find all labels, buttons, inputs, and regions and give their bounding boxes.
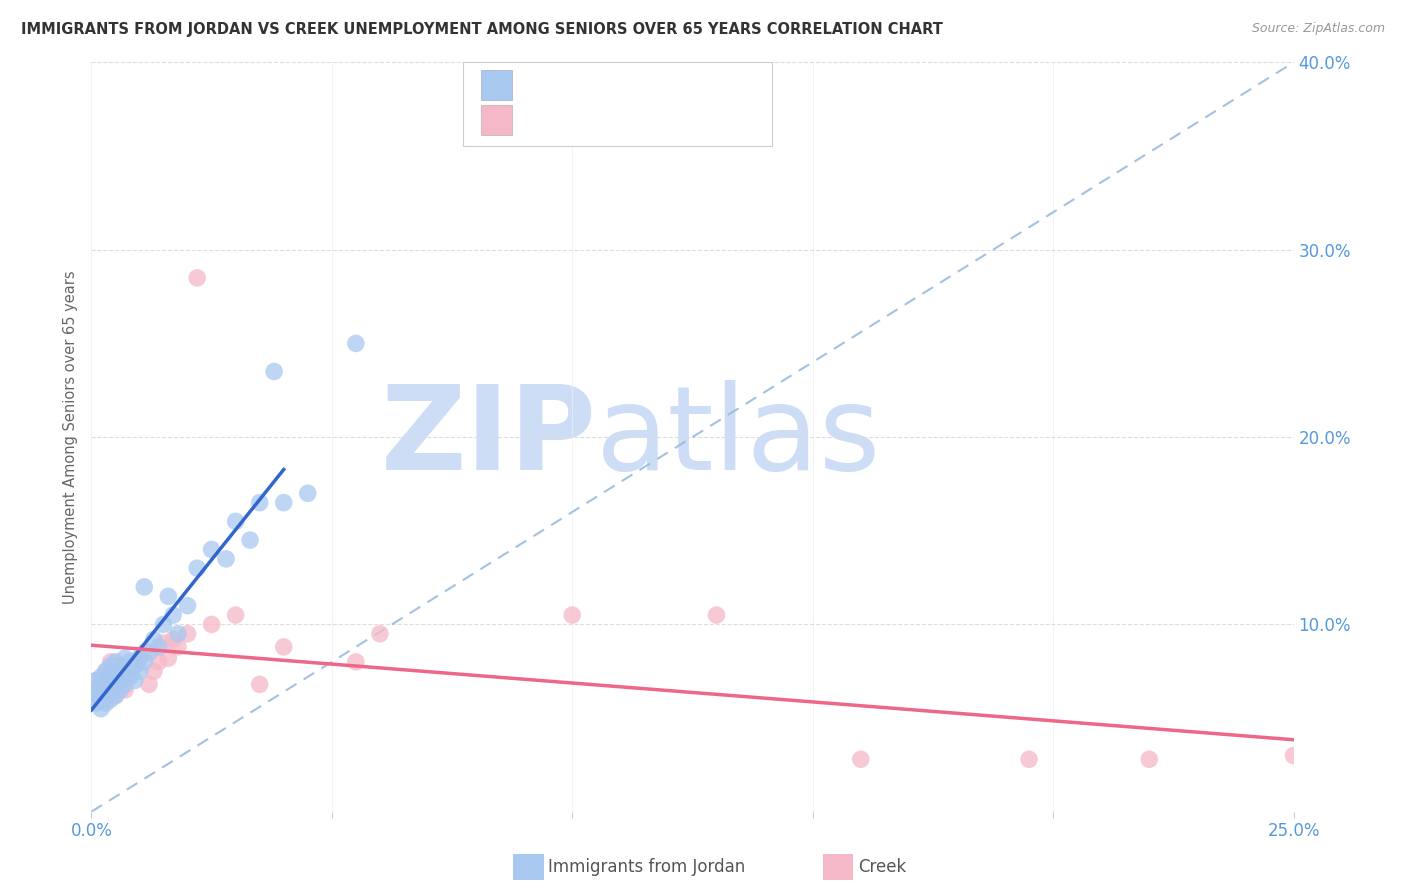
Point [142, 632, 165, 647]
Point [162, 632, 184, 647]
Point [90, 701, 112, 715]
Point [100, 670, 122, 684]
Point [128, 651, 150, 665]
Point [162, 608, 184, 623]
Point [152, 636, 174, 650]
Point [118, 655, 141, 669]
Point [148, 655, 170, 669]
Point [561, 608, 583, 623]
Point [94, 696, 117, 710]
Point [104, 689, 127, 703]
Text: IMMIGRANTS FROM JORDAN VS CREEK UNEMPLOYMENT AMONG SENIORS OVER 65 YEARS CORRELA: IMMIGRANTS FROM JORDAN VS CREEK UNEMPLOY… [21, 22, 943, 37]
Point [114, 683, 136, 698]
Point [84, 683, 107, 698]
Point [90, 692, 112, 706]
Point [124, 673, 146, 688]
Point [215, 551, 238, 566]
Point [94, 673, 117, 688]
Point [225, 608, 247, 623]
Text: Immigrants from Jordan: Immigrants from Jordan [548, 858, 745, 876]
Point [84, 673, 107, 688]
Point [138, 677, 160, 691]
Point [104, 689, 127, 703]
Point [1282, 748, 1305, 763]
Point [84, 673, 107, 688]
Point [176, 599, 198, 613]
Point [100, 655, 122, 669]
Point [110, 677, 132, 691]
Text: R = 0.458   N = 54: R = 0.458 N = 54 [526, 76, 683, 94]
Point [201, 617, 224, 632]
Point [249, 496, 271, 510]
Point [104, 655, 127, 669]
Point [201, 542, 224, 557]
Point [148, 640, 170, 654]
Point [134, 655, 156, 669]
Point [124, 658, 146, 673]
Text: atlas: atlas [596, 380, 882, 494]
Text: ZIP: ZIP [380, 380, 596, 494]
Point [152, 617, 174, 632]
Point [104, 677, 127, 691]
Point [110, 658, 132, 673]
Point [100, 692, 122, 706]
Point [94, 664, 117, 679]
Point [94, 683, 117, 698]
Point [118, 670, 141, 684]
Point [100, 658, 122, 673]
Point [90, 677, 112, 691]
Point [142, 664, 165, 679]
Point [84, 683, 107, 698]
Point [100, 673, 122, 688]
Point [94, 683, 117, 698]
Point [87, 689, 110, 703]
Point [1018, 752, 1040, 766]
Point [344, 336, 367, 351]
Point [249, 677, 271, 691]
Point [114, 664, 136, 679]
Point [706, 608, 728, 623]
Point [167, 626, 190, 640]
Point [1137, 752, 1160, 766]
Point [104, 664, 127, 679]
Point [114, 677, 136, 691]
Point [176, 626, 198, 640]
Point [368, 626, 391, 640]
Point [118, 670, 141, 684]
Point [167, 640, 190, 654]
Text: R =  0.143   N = 36: R = 0.143 N = 36 [526, 111, 689, 129]
Y-axis label: Unemployment Among Seniors over 65 years: Unemployment Among Seniors over 65 years [63, 270, 79, 604]
Point [110, 658, 132, 673]
Point [84, 696, 107, 710]
Point [134, 580, 156, 594]
Point [344, 655, 367, 669]
Point [239, 533, 262, 547]
Text: Source: ZipAtlas.com: Source: ZipAtlas.com [1251, 22, 1385, 36]
Point [94, 664, 117, 679]
Point [128, 651, 150, 665]
Point [297, 486, 319, 500]
Point [157, 651, 180, 665]
Point [100, 683, 122, 698]
Point [94, 689, 117, 703]
Text: Creek: Creek [858, 858, 905, 876]
Point [186, 271, 208, 285]
Point [83, 692, 105, 706]
Point [134, 646, 156, 660]
Point [273, 496, 295, 510]
Point [110, 683, 132, 698]
Point [90, 692, 112, 706]
Point [273, 640, 295, 654]
Point [114, 651, 136, 665]
Point [110, 673, 132, 688]
Point [849, 752, 872, 766]
Point [90, 670, 112, 684]
Point [225, 514, 247, 528]
Point [263, 365, 285, 379]
Point [186, 561, 208, 575]
Point [138, 646, 160, 660]
Point [124, 658, 146, 673]
Point [157, 590, 180, 604]
Point [128, 664, 150, 679]
